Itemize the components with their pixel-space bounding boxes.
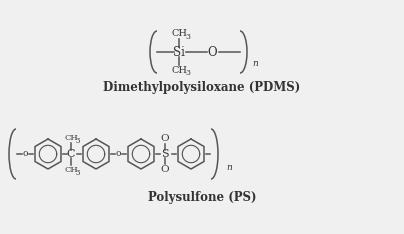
Text: n: n (226, 164, 232, 172)
Text: 3: 3 (75, 137, 79, 145)
Text: CH: CH (64, 166, 78, 174)
Text: Si: Si (173, 45, 185, 58)
Text: 3: 3 (185, 69, 190, 77)
Text: O: O (161, 134, 169, 143)
Text: CH: CH (171, 29, 187, 38)
Text: CH: CH (64, 134, 78, 142)
Text: O: O (207, 45, 217, 58)
Text: 3: 3 (75, 169, 79, 177)
Text: Polysulfone (PS): Polysulfone (PS) (148, 191, 256, 204)
Text: S: S (161, 149, 169, 159)
Text: Dimethylpolysiloxane (PDMS): Dimethylpolysiloxane (PDMS) (103, 81, 301, 94)
Text: O: O (161, 165, 169, 174)
Text: 3: 3 (185, 33, 190, 41)
Text: n: n (252, 59, 258, 69)
Text: o: o (22, 150, 28, 158)
Text: C: C (67, 149, 75, 159)
Text: CH: CH (171, 66, 187, 75)
Text: o: o (115, 150, 121, 158)
